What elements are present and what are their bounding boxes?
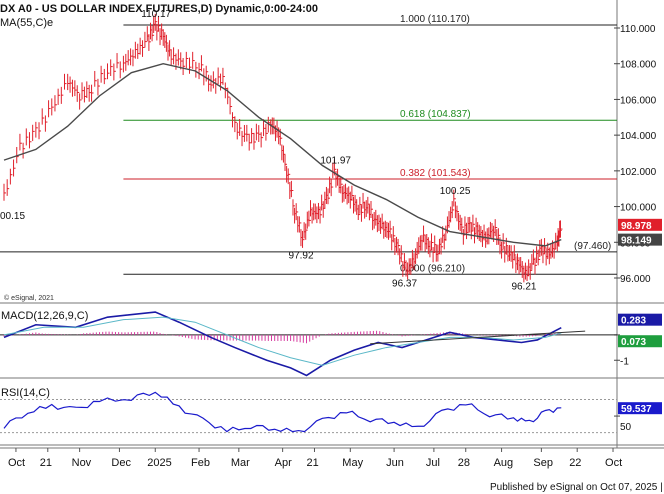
ma-tag-box [618, 233, 662, 246]
price-tag-label: 98.978 [621, 221, 652, 232]
grid-layer [0, 0, 664, 449]
fib-level-label: 0.618 (104.837) [400, 109, 471, 120]
time-tick-label: 28 [458, 457, 470, 469]
ma-label: MA(55,C)e [0, 17, 53, 29]
price-annotation: 96.37 [392, 278, 417, 289]
price-tick-label: 100.000 [620, 203, 657, 214]
macd-signal-line [3, 316, 562, 366]
fib-level-label: 0.382 (101.543) [400, 168, 471, 179]
price-tick-label: 104.000 [620, 131, 657, 142]
time-tick-label: Jul [426, 457, 440, 469]
time-tick-label: Jun [386, 457, 404, 469]
rsi-tick-label: 50 [620, 422, 632, 433]
time-tick-label: Feb [191, 457, 210, 469]
copyright-label: © eSignal, 2021 [4, 294, 54, 302]
left-label: 00.15 [0, 211, 25, 222]
time-tick-label: May [342, 457, 363, 469]
signal-value-tag-box [618, 335, 662, 348]
macd-value-tag-box [618, 313, 662, 326]
time-tick-label: Aug [494, 457, 514, 469]
fib-level-label: 1.000 (110.170) [400, 14, 470, 25]
ma-tag-label: 98.149 [621, 236, 652, 247]
price-panel: 96.00098.000100.000102.000104.000106.000… [0, 9, 662, 292]
macd-tick-label: -1 [620, 356, 629, 367]
text-layer: DX A0 - US DOLLAR INDEX FUTURES,D) Dynam… [0, 3, 664, 493]
fib-level-label: (97.460) [574, 241, 611, 252]
time-tick-label: Oct [8, 457, 25, 469]
price-annotation: 97.92 [289, 251, 314, 262]
price-tick-label: 110.000 [620, 24, 656, 35]
time-axis: Oct 21 Nov Dec 2025 Feb Mar Apr 21 May Jun Jul 28 Aug… [8, 448, 622, 469]
price-tag-box [618, 218, 662, 231]
chart-title: DX A0 - US DOLLAR INDEX FUTURES,D) Dynam… [0, 3, 318, 15]
price-tick-label: 96.000 [620, 274, 651, 285]
price-annotation: 110.17 [141, 9, 171, 20]
time-tick-label: 21 [40, 457, 52, 469]
signal-value-tag-label: 0.073 [621, 337, 646, 348]
time-tick-label: 21 [306, 457, 318, 469]
rsi-value-tag-box [618, 402, 662, 415]
rsi-line [3, 391, 562, 433]
ma-line [3, 62, 562, 247]
time-tick-label: Apr [275, 457, 292, 469]
macd-line [3, 311, 562, 377]
macd-panel: -1 0.283 0.073 [0, 311, 662, 377]
footer-label: Published by eSignal on Oct 07, 2025 | w… [490, 482, 664, 493]
time-tick-label: Nov [72, 457, 92, 469]
price-tick-label: 102.000 [620, 167, 657, 178]
rsi-label: RSI(14,C) [1, 387, 50, 399]
macd-value-tag-label: 0.283 [621, 316, 646, 327]
price-annotation: 96.21 [511, 281, 536, 292]
macd-trendline [370, 330, 586, 345]
time-tick-label: Oct [605, 457, 622, 469]
time-tick-label: 2025 [147, 457, 171, 469]
time-tick-label: Sep [533, 457, 553, 469]
rsi-value-tag-label: 59.537 [621, 404, 652, 415]
fib-level-label: 0.000 (96.210) [400, 263, 465, 274]
rsi-panel: 50 59.537 [0, 391, 662, 434]
time-tick-label: Mar [231, 457, 250, 469]
price-annotation: 101.97 [320, 155, 351, 166]
price-tick-label: 108.000 [620, 60, 657, 71]
price-annotation: 100.25 [440, 186, 471, 197]
time-tick-label: 22 [569, 457, 581, 469]
macd-label: MACD(12,26,9,C) [1, 310, 88, 322]
price-tick-label: 106.000 [620, 95, 657, 106]
time-tick-label: Dec [111, 457, 131, 469]
